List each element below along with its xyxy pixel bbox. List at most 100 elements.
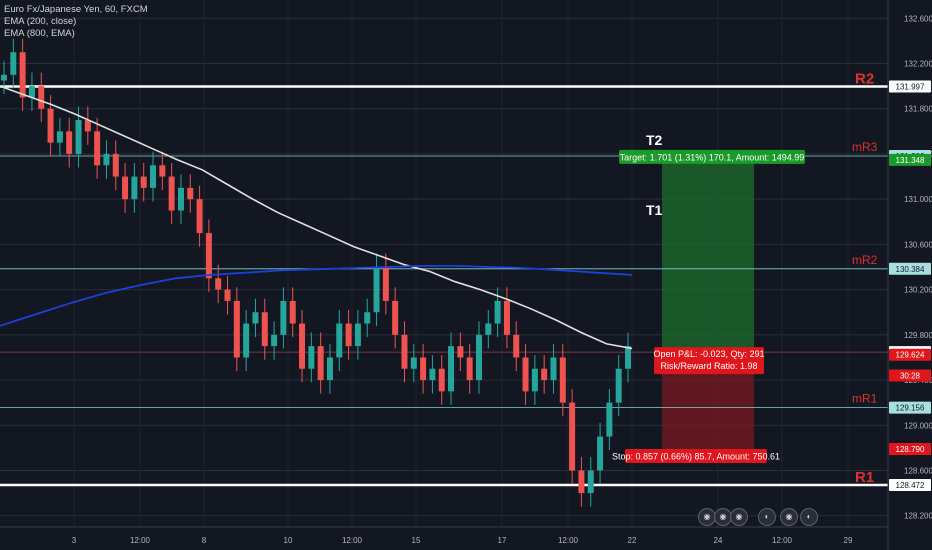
candle-body: [1, 74, 7, 81]
candle-body: [112, 153, 119, 177]
candle-body: [392, 300, 399, 335]
candle-body: [336, 323, 343, 358]
level-label-R1: R1: [855, 469, 874, 486]
candle-body: [19, 52, 26, 98]
candle-body: [448, 346, 455, 392]
candle-body: [615, 368, 622, 403]
price-tag-box: [889, 478, 931, 491]
ema200-line: [0, 85, 633, 350]
candle-body: [196, 199, 203, 234]
price-tag-label: 30:28: [900, 372, 921, 381]
legend-ema200: EMA (200, close): [4, 16, 77, 27]
y-tick-label: 128.200: [904, 512, 932, 521]
candle-body: [475, 334, 482, 381]
price-tag-box: [889, 443, 931, 455]
chart-legend: Euro Fx/Japanese Yen, 60, FXCM EMA (200,…: [4, 4, 148, 40]
candle-body: [513, 334, 520, 358]
candle-body: [84, 120, 91, 132]
candle-body: [503, 300, 510, 335]
price-tag-box: [889, 348, 931, 361]
candle-body: [550, 357, 557, 381]
x-tick-label: 3: [72, 536, 77, 545]
candle-body: [382, 267, 389, 301]
target-zone: [662, 159, 754, 353]
open-pnl-label: Open P&L: -0.023, Qty: 291: [653, 349, 764, 359]
candle-body: [420, 357, 427, 381]
price-tag-box: [889, 369, 931, 382]
candle-body: [578, 470, 585, 494]
level-label-mR2: mR2: [852, 253, 878, 267]
candle-body: [224, 289, 231, 301]
candle-body: [522, 357, 529, 392]
x-tick-label: 29: [844, 536, 853, 545]
price-tag-box: [889, 80, 931, 93]
level-label-R2: R2: [855, 70, 874, 87]
level-label-mR1: mR1: [852, 392, 878, 406]
y-tick-label: 132.200: [904, 60, 932, 69]
candle-body: [373, 267, 380, 313]
price-tag-label: 128.790: [896, 445, 925, 454]
candle-body: [177, 187, 184, 211]
candle-body: [38, 86, 45, 109]
candle-body: [233, 300, 240, 358]
risk-reward-label: Risk/Reward Ratio: 1.98: [660, 361, 757, 371]
event-flag-icon[interactable]: ◉: [730, 508, 748, 526]
candle-body: [308, 346, 315, 369]
candle-body: [485, 323, 492, 335]
candle-body: [457, 346, 464, 358]
candle-body: [531, 368, 538, 392]
x-tick-label: 10: [284, 536, 293, 545]
target-label-box: [619, 149, 805, 164]
candle-body: [410, 357, 417, 369]
candle-body: [299, 323, 306, 369]
candle-body: [28, 86, 35, 98]
x-tick-label: 12:00: [130, 536, 151, 545]
candle-body: [625, 346, 631, 369]
candle-body: [597, 436, 604, 471]
candle-body: [401, 334, 408, 369]
price-tag-label: 131.348: [896, 156, 925, 165]
candle-body: [75, 120, 82, 154]
annotation-T2: T2: [646, 132, 663, 148]
ema800-line: [0, 264, 633, 327]
candle-body: [364, 312, 371, 324]
candle-body: [150, 165, 157, 188]
candle-body: [140, 176, 147, 188]
event-flag-icon[interactable]: ◉: [780, 508, 798, 526]
legend-symbol: Euro Fx/Japanese Yen, 60, FXCM: [4, 4, 148, 15]
candle-body: [159, 165, 166, 177]
candle-body: [438, 368, 445, 392]
candle-body: [215, 278, 222, 290]
candle-body: [47, 108, 54, 143]
candle-body: [205, 233, 212, 279]
price-tag-box: [889, 153, 931, 166]
candle-body: [56, 131, 63, 143]
annotation-T1: T1: [646, 202, 663, 218]
dividend-icon[interactable]: ◐: [758, 508, 776, 526]
dividend-icon[interactable]: ◐: [800, 508, 818, 526]
candle-body: [187, 187, 194, 200]
candle-body: [252, 312, 259, 324]
stop-label-box: [625, 449, 767, 463]
candle-body: [345, 323, 352, 347]
candle-body: [131, 176, 138, 200]
y-tick-label: 130.200: [904, 286, 932, 295]
candle-body: [429, 368, 436, 381]
candle-body: [289, 300, 296, 324]
candle-body: [317, 346, 324, 381]
candle-body: [243, 323, 250, 358]
x-tick-label: 22: [628, 536, 637, 545]
price-tag-box: [889, 401, 931, 414]
candle-body: [94, 131, 101, 166]
candle-body: [280, 300, 287, 335]
x-tick-label: 24: [714, 536, 723, 545]
candle-body: [354, 323, 361, 347]
target-label: Target: 1.701 (1.31%) 170.1, Amount: 149…: [620, 152, 805, 162]
candle-body: [326, 357, 333, 381]
price-tag-label: 129.624: [896, 351, 925, 360]
candle-body: [569, 402, 576, 471]
x-tick-label: 12:00: [558, 536, 579, 545]
candle-body: [466, 357, 473, 381]
stop-label: Stop: 0.857 (0.66%) 85.7, Amount: 750.61: [612, 452, 780, 462]
